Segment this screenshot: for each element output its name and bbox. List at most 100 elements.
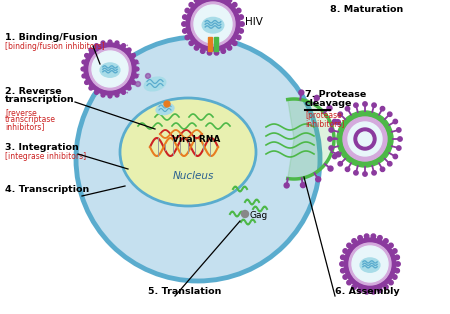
Circle shape — [233, 3, 237, 7]
Circle shape — [236, 35, 241, 40]
Circle shape — [348, 122, 382, 156]
Circle shape — [145, 73, 150, 78]
Polygon shape — [288, 99, 334, 179]
Circle shape — [328, 137, 332, 141]
Circle shape — [392, 249, 397, 253]
Circle shape — [81, 67, 85, 71]
Circle shape — [384, 285, 388, 289]
Circle shape — [384, 239, 388, 243]
Circle shape — [354, 103, 358, 107]
Circle shape — [135, 67, 139, 71]
Circle shape — [134, 60, 138, 64]
Ellipse shape — [100, 63, 120, 77]
Circle shape — [354, 171, 358, 175]
Circle shape — [122, 44, 126, 47]
Circle shape — [344, 238, 396, 290]
Circle shape — [115, 41, 119, 45]
Circle shape — [89, 86, 93, 90]
Circle shape — [398, 137, 402, 141]
Circle shape — [127, 86, 131, 90]
Circle shape — [85, 81, 89, 84]
Circle shape — [364, 290, 369, 294]
Circle shape — [164, 101, 170, 107]
Circle shape — [122, 77, 127, 82]
Text: transcription: transcription — [5, 95, 75, 104]
Text: 4. Transcription: 4. Transcription — [5, 185, 89, 194]
Text: [integrase inhibitors]: [integrase inhibitors] — [5, 152, 86, 161]
Circle shape — [338, 112, 342, 116]
Text: 1. Binding/Fusion: 1. Binding/Fusion — [5, 33, 98, 42]
Circle shape — [393, 154, 397, 159]
Circle shape — [343, 117, 387, 161]
Ellipse shape — [120, 98, 256, 206]
Circle shape — [371, 234, 376, 238]
Circle shape — [299, 90, 304, 95]
Circle shape — [183, 29, 187, 33]
Circle shape — [316, 177, 321, 182]
Bar — [208, 37, 212, 51]
Circle shape — [327, 106, 332, 111]
Circle shape — [214, 51, 219, 55]
Circle shape — [183, 15, 187, 19]
Text: 2. Reverse: 2. Reverse — [5, 87, 62, 96]
Circle shape — [396, 262, 400, 266]
Circle shape — [335, 120, 340, 125]
Circle shape — [227, 0, 232, 3]
Circle shape — [371, 290, 376, 294]
Circle shape — [301, 183, 306, 188]
Circle shape — [186, 0, 240, 51]
Ellipse shape — [144, 77, 166, 91]
Circle shape — [101, 93, 105, 97]
Circle shape — [89, 48, 93, 52]
Circle shape — [85, 54, 89, 57]
Circle shape — [395, 255, 400, 260]
Circle shape — [108, 40, 112, 44]
Circle shape — [372, 103, 376, 107]
Circle shape — [242, 210, 248, 218]
Ellipse shape — [202, 17, 224, 33]
Circle shape — [108, 94, 112, 98]
Circle shape — [94, 90, 99, 94]
Circle shape — [380, 167, 385, 171]
Text: Viral RNA: Viral RNA — [172, 136, 220, 144]
Circle shape — [396, 128, 401, 132]
Circle shape — [131, 54, 135, 57]
Circle shape — [239, 15, 243, 19]
Circle shape — [82, 74, 86, 78]
Circle shape — [352, 285, 356, 289]
Circle shape — [364, 234, 369, 238]
Circle shape — [94, 44, 99, 47]
Circle shape — [393, 119, 397, 124]
Circle shape — [345, 106, 350, 111]
Circle shape — [347, 280, 351, 285]
Circle shape — [358, 236, 362, 240]
Text: 7. Protease: 7. Protease — [305, 90, 366, 99]
Circle shape — [378, 236, 382, 240]
Circle shape — [227, 46, 232, 50]
Text: 6. Assembly: 6. Assembly — [335, 287, 400, 296]
Bar — [214, 37, 218, 51]
Circle shape — [354, 128, 376, 150]
Text: [binding/fusion inhibitors]: [binding/fusion inhibitors] — [5, 42, 104, 51]
Circle shape — [341, 268, 345, 273]
Text: inhibitors]: inhibitors] — [5, 122, 45, 131]
Text: transcriptase: transcriptase — [5, 115, 56, 124]
Circle shape — [185, 8, 189, 13]
Circle shape — [345, 167, 350, 171]
Ellipse shape — [360, 258, 380, 272]
Circle shape — [194, 46, 199, 50]
Circle shape — [338, 136, 343, 141]
Circle shape — [191, 2, 235, 46]
Circle shape — [233, 41, 237, 46]
Circle shape — [333, 119, 337, 124]
Circle shape — [340, 262, 344, 266]
Ellipse shape — [156, 103, 174, 115]
Circle shape — [336, 152, 341, 157]
Circle shape — [115, 93, 119, 97]
Circle shape — [185, 35, 189, 40]
Circle shape — [82, 60, 86, 64]
Circle shape — [134, 74, 138, 78]
Circle shape — [284, 183, 289, 188]
Circle shape — [84, 43, 136, 95]
Circle shape — [131, 81, 135, 84]
